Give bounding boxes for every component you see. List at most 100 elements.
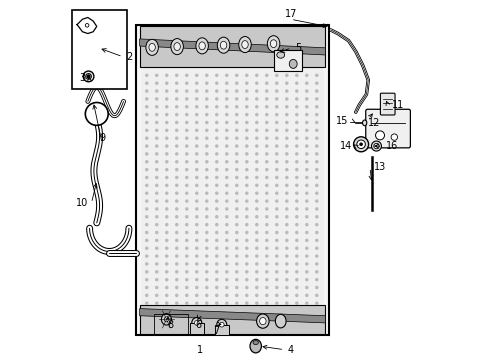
Text: 5: 5 [295,43,301,53]
Circle shape [176,208,178,210]
Circle shape [176,90,178,92]
Circle shape [196,231,198,234]
Circle shape [306,113,308,116]
Circle shape [245,82,248,84]
Circle shape [146,231,148,234]
Ellipse shape [371,141,381,151]
Circle shape [306,231,308,234]
Circle shape [296,90,298,92]
Circle shape [286,82,288,84]
Circle shape [266,153,268,155]
Circle shape [316,247,318,249]
Circle shape [296,279,298,281]
Circle shape [256,129,258,131]
Circle shape [196,74,198,76]
Circle shape [276,208,278,210]
Circle shape [236,287,238,289]
Circle shape [186,294,188,296]
FancyBboxPatch shape [380,93,395,115]
Circle shape [296,184,298,186]
Circle shape [266,224,268,226]
Circle shape [236,137,238,139]
Circle shape [196,247,198,249]
Circle shape [156,113,158,116]
Circle shape [266,216,268,218]
Circle shape [176,247,178,249]
Circle shape [186,145,188,147]
Circle shape [206,137,208,139]
Circle shape [296,287,298,289]
Circle shape [166,153,168,155]
Circle shape [166,137,168,139]
Circle shape [226,129,228,131]
Circle shape [306,287,308,289]
Circle shape [146,287,148,289]
Circle shape [146,98,148,100]
Circle shape [316,74,318,76]
Circle shape [316,279,318,281]
Text: 17: 17 [285,9,297,19]
Circle shape [176,302,178,304]
Bar [215,325,229,335]
Circle shape [276,200,278,202]
Circle shape [186,184,188,186]
Circle shape [216,106,218,108]
Circle shape [236,129,238,131]
Circle shape [166,184,168,186]
Circle shape [266,129,268,131]
Circle shape [226,216,228,218]
Circle shape [276,153,278,155]
Circle shape [296,192,298,194]
Circle shape [256,302,258,304]
Circle shape [276,145,278,147]
Ellipse shape [270,40,277,48]
Text: 6: 6 [196,320,201,330]
Circle shape [276,302,278,304]
Circle shape [306,90,308,92]
Circle shape [146,263,148,265]
Circle shape [206,216,208,218]
Circle shape [176,145,178,147]
Circle shape [276,294,278,296]
Circle shape [216,121,218,123]
Circle shape [276,231,278,234]
Circle shape [196,302,198,304]
Circle shape [245,255,248,257]
Circle shape [216,200,218,202]
Circle shape [156,224,158,226]
Circle shape [166,287,168,289]
Circle shape [245,208,248,210]
Circle shape [256,184,258,186]
Circle shape [216,224,218,226]
Circle shape [196,184,198,186]
Circle shape [216,176,218,179]
Circle shape [286,74,288,76]
Circle shape [196,121,198,123]
Circle shape [245,263,248,265]
Circle shape [316,113,318,116]
Circle shape [245,216,248,218]
Circle shape [245,184,248,186]
Circle shape [206,145,208,147]
Circle shape [296,239,298,242]
Circle shape [196,168,198,171]
Circle shape [156,145,158,147]
Circle shape [146,176,148,179]
Circle shape [236,161,238,163]
Circle shape [176,231,178,234]
Circle shape [316,121,318,123]
Circle shape [266,176,268,179]
Circle shape [286,90,288,92]
Circle shape [176,82,178,84]
Circle shape [245,161,248,163]
Circle shape [306,239,308,242]
Circle shape [146,184,148,186]
Ellipse shape [357,140,366,149]
Circle shape [276,74,278,76]
Circle shape [245,145,248,147]
Text: 2: 2 [126,52,133,62]
Circle shape [256,121,258,123]
Circle shape [226,247,228,249]
Circle shape [236,113,238,116]
Text: 7: 7 [213,326,220,336]
